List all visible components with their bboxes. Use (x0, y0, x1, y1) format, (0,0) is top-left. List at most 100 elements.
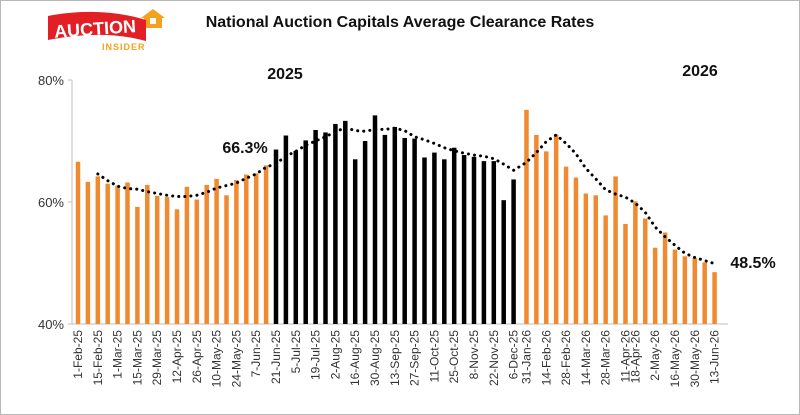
x-tick-label: 31-Jan-26 (519, 330, 533, 384)
bar (501, 200, 506, 324)
bar (135, 206, 140, 324)
x-tick-label: 13-Sep-25 (388, 330, 402, 386)
x-tick-label: 15-Feb-25 (91, 330, 105, 386)
logo-text-insider: INSIDER (102, 42, 146, 52)
logo-house-window (150, 18, 156, 24)
logo-banner (48, 11, 146, 41)
bar (623, 223, 628, 324)
bar (352, 159, 358, 324)
bar (412, 138, 417, 324)
bar (184, 186, 190, 324)
x-tick-label: 18-Apr-26 (628, 330, 642, 384)
y-tick-label: 80% (38, 73, 64, 88)
bar (224, 195, 229, 324)
bar (343, 120, 348, 325)
bar (682, 256, 688, 324)
bar (702, 262, 707, 324)
x-tick-label: 30-May-26 (688, 330, 702, 388)
bar (313, 130, 318, 324)
y-tick-label: 60% (38, 195, 64, 210)
bar (593, 195, 599, 324)
bar (672, 249, 678, 324)
bar (293, 150, 299, 324)
x-tick-label: 14-Feb-26 (539, 330, 553, 386)
bar (563, 166, 569, 324)
bar (481, 161, 487, 324)
bar (214, 178, 219, 324)
bar (283, 135, 289, 324)
bar (662, 232, 668, 324)
year-label-2026: 2026 (682, 63, 718, 80)
x-tick-label: 11-Apr-26 (618, 330, 632, 383)
bar (273, 149, 279, 324)
bar (471, 156, 477, 324)
bar (534, 134, 539, 324)
bar (524, 109, 529, 324)
bar (613, 176, 618, 324)
bar (263, 165, 269, 324)
bar (432, 152, 437, 324)
bar (234, 180, 239, 324)
end-value-label: 48.5% (730, 255, 775, 272)
bar (244, 174, 249, 324)
bar (362, 141, 368, 324)
bar (323, 132, 328, 324)
bar (253, 173, 259, 324)
x-tick-label: 10-May-25 (210, 330, 224, 388)
bar (652, 247, 658, 324)
bar (303, 140, 308, 324)
bar (511, 179, 516, 324)
x-tick-label: 27-Sep-25 (408, 330, 422, 386)
bar (382, 134, 388, 324)
x-tick-label: 1-Feb-25 (71, 330, 85, 379)
x-tick-label: 1-Mar-25 (111, 330, 125, 379)
y-tick-label: 40% (38, 317, 64, 332)
x-tick-label: 11-Oct-25 (427, 330, 441, 383)
x-tick-label: 7-Jun-25 (249, 330, 263, 378)
x-tick-label: 2-May-26 (648, 330, 662, 381)
x-tick-label: 28-Feb-26 (559, 330, 573, 386)
bar (573, 177, 579, 324)
bar (553, 134, 559, 324)
bar (451, 147, 457, 324)
x-tick-label: 25-Oct-25 (447, 330, 461, 384)
bar (372, 115, 378, 324)
bar (712, 272, 717, 324)
x-tick-label: 22-Nov-25 (487, 330, 501, 386)
trend-line (96, 125, 717, 266)
x-tick-label: 14-Mar-26 (579, 330, 593, 386)
bar (643, 218, 648, 324)
bar (115, 185, 120, 324)
bar (442, 159, 447, 324)
year-label-2025: 2025 (267, 66, 303, 83)
bar (544, 151, 549, 324)
chart-title: National Auction Capitals Average Cleara… (205, 14, 595, 31)
x-tick-label: 21-Jun-25 (269, 330, 283, 384)
x-tick-label: 12-Apr-25 (170, 330, 184, 384)
x-tick-label: 15-Mar-25 (130, 330, 144, 386)
bar (491, 161, 497, 324)
x-tick-label: 28-Mar-26 (599, 330, 613, 386)
bar (85, 181, 91, 324)
bar (145, 184, 150, 324)
bar (164, 197, 170, 324)
bar (194, 199, 200, 324)
bar (461, 155, 467, 324)
bar (125, 182, 130, 324)
bar (105, 183, 110, 324)
bar (154, 195, 160, 324)
bar (583, 193, 589, 324)
x-tick-label: 2-Aug-25 (328, 330, 342, 380)
x-tick-label: 13-Jun-26 (708, 330, 722, 384)
bar (95, 176, 101, 324)
x-tick-label: 26-Apr-25 (190, 330, 204, 384)
bar (174, 209, 180, 324)
auction-insider-logo: AUCTION INSIDER (48, 9, 165, 52)
bar (392, 126, 398, 324)
x-tick-label: 29-Mar-25 (150, 330, 164, 386)
bar (402, 137, 407, 324)
bar (422, 157, 427, 324)
x-tick-label: 5-Jul-25 (289, 330, 303, 374)
